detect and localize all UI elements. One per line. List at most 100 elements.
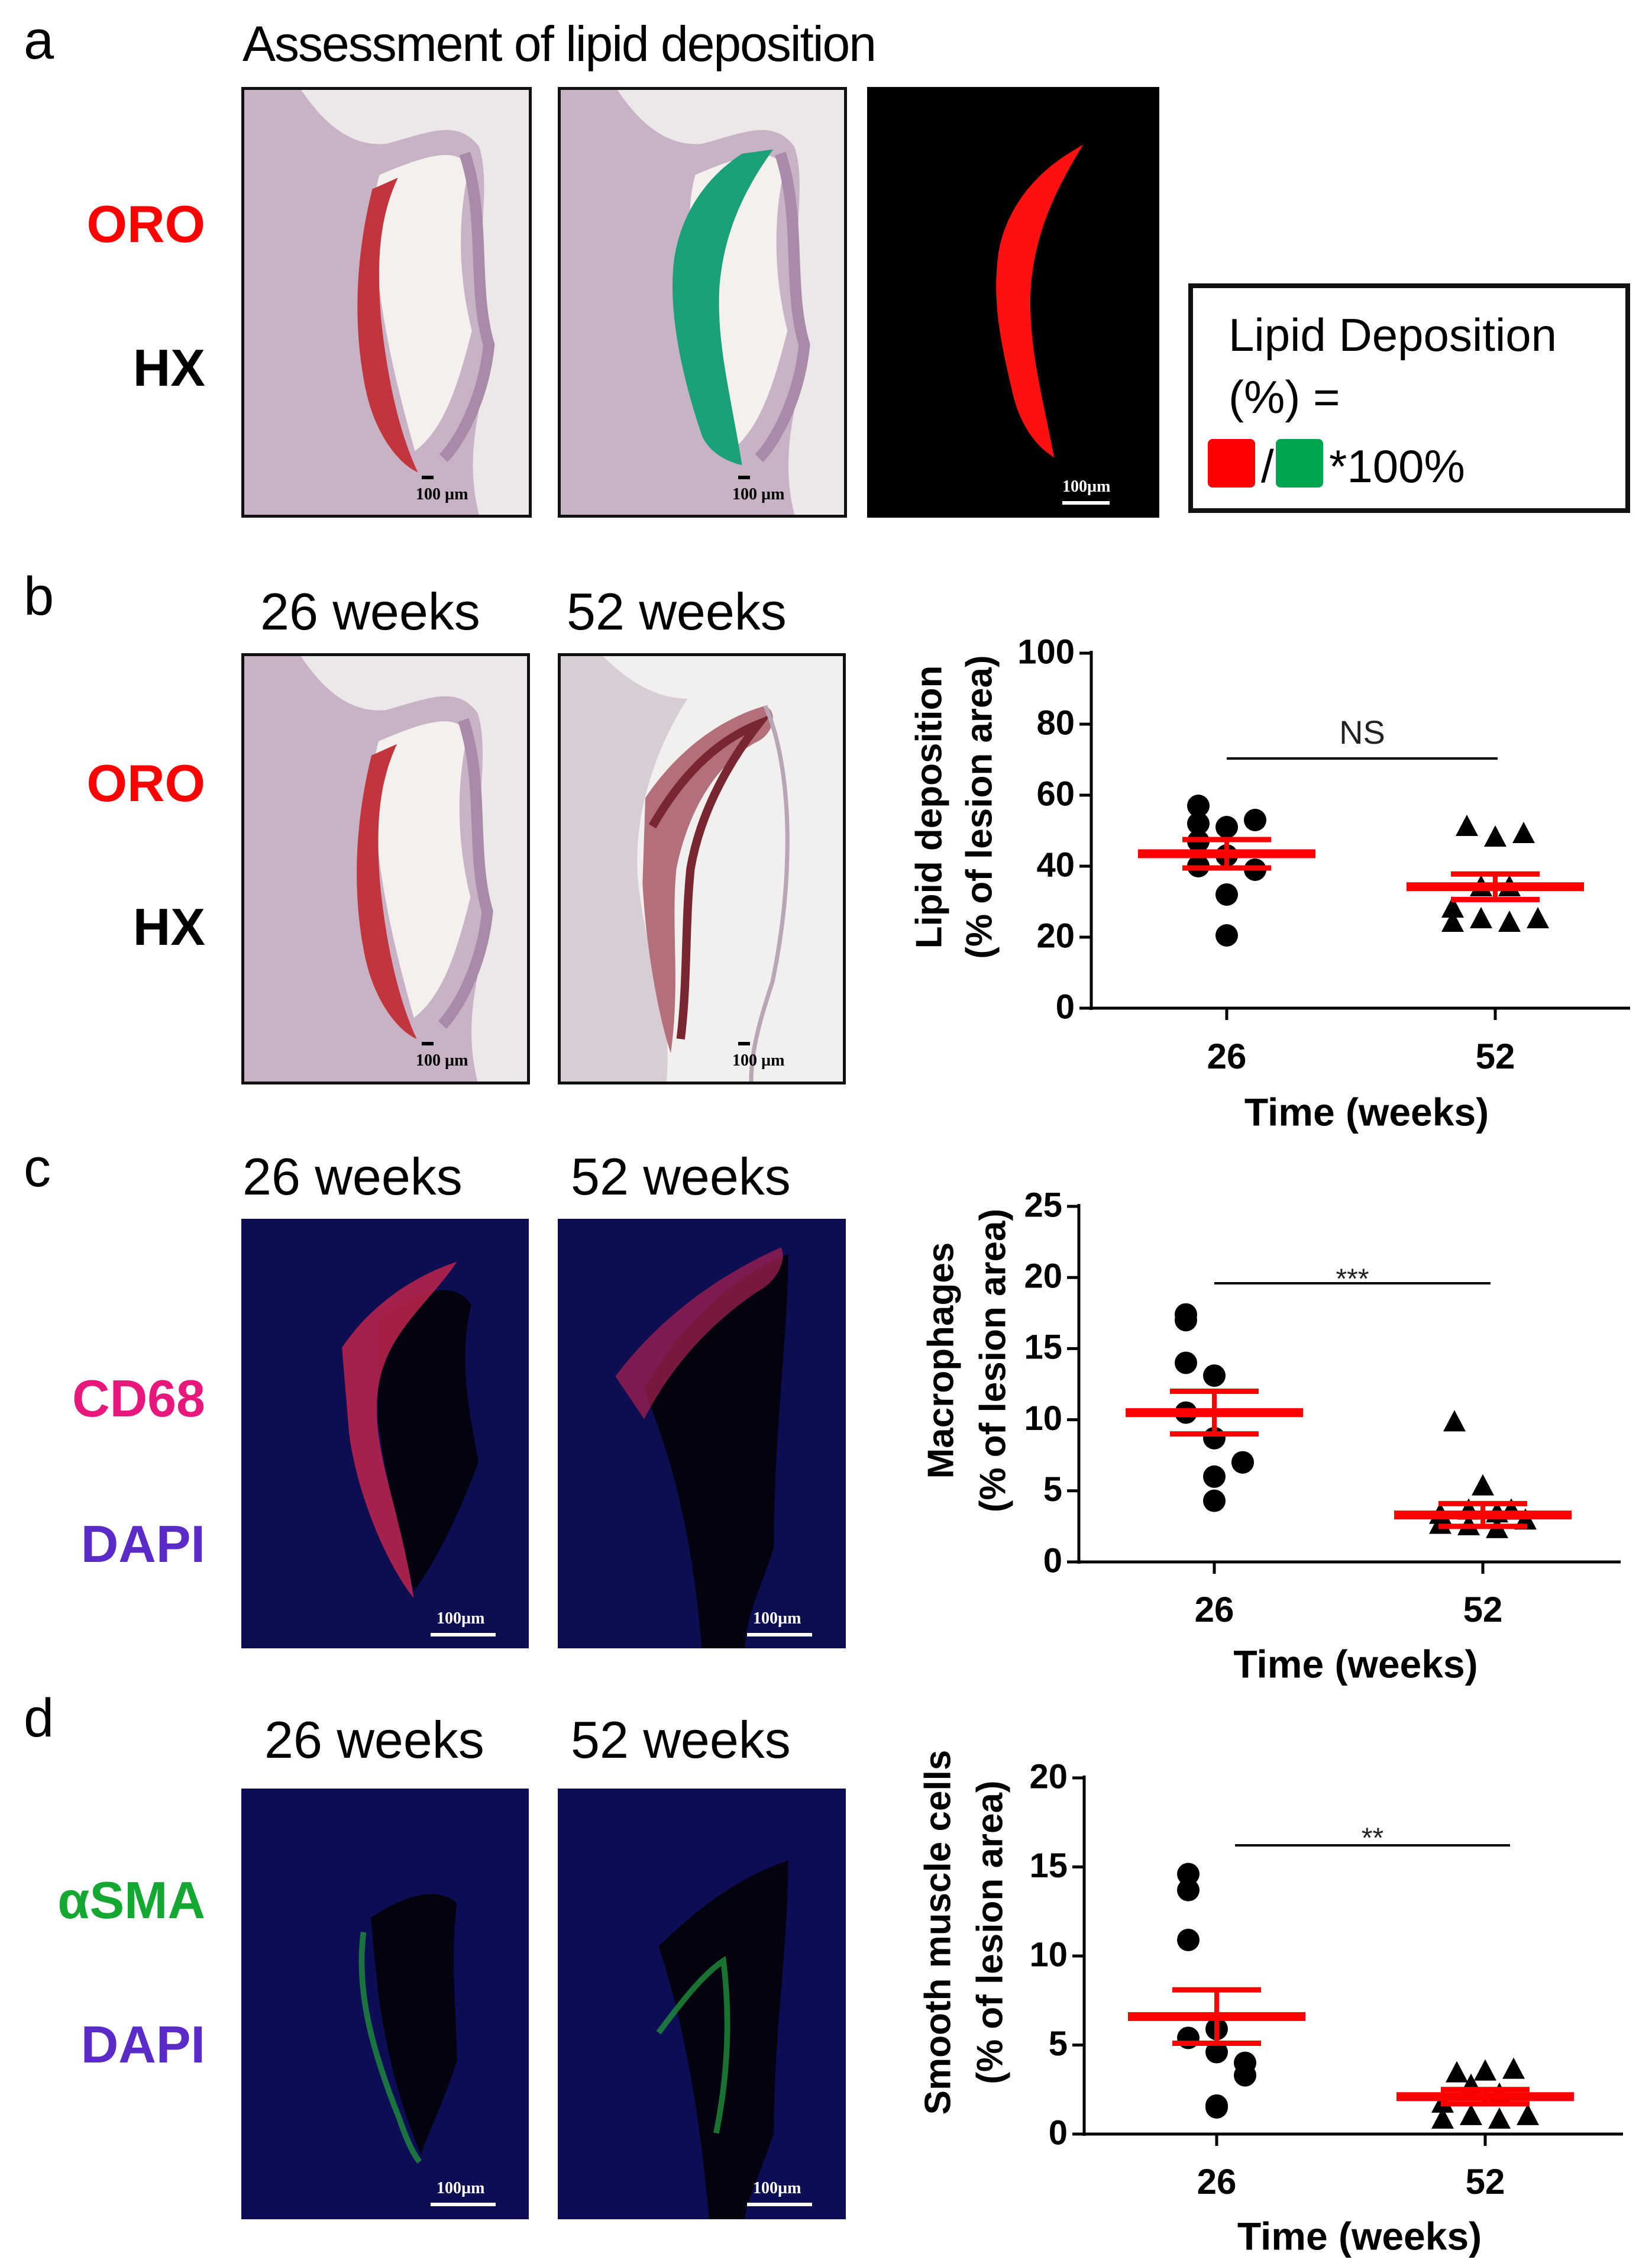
x-tick-label: 26 <box>1195 1590 1234 1629</box>
data-point-triangle <box>1484 825 1506 847</box>
data-point-circle <box>1203 1364 1226 1387</box>
formula-suffix: *100% <box>1329 440 1465 492</box>
column-label-52-weeks: 52 weeks <box>571 1710 791 1769</box>
stain-label-dapi: DAPI <box>80 1515 205 1573</box>
micrograph-oro-hx: 100 µm <box>241 87 532 518</box>
data-point-circle <box>1175 1309 1197 1332</box>
scale-bar <box>431 1633 496 1636</box>
scale-label: 100 µm <box>416 1051 468 1070</box>
micrograph-cd68-52-weeks: 100µm <box>558 1219 846 1648</box>
formula-slash: / <box>1261 440 1274 492</box>
data-point-circle <box>1205 2094 1228 2117</box>
scale-bar <box>431 2203 496 2206</box>
micrograph-lesion-area-mask: 100 µm <box>558 87 847 518</box>
scale-label: 100µm <box>437 2179 485 2197</box>
y-tick-label: 5 <box>1043 1470 1062 1509</box>
y-axis-title: Lipid deposition <box>909 666 949 949</box>
data-point-circle <box>1215 924 1238 947</box>
data-point-circle <box>1175 1351 1197 1374</box>
micrograph-asma-52-weeks: 100µm <box>558 1789 846 2219</box>
scale-bar <box>738 476 750 479</box>
formula-line-2: (%) = <box>1229 371 1340 423</box>
data-point-triangle <box>1527 907 1549 928</box>
y-axis-title: Smooth muscle cells <box>917 1750 958 2115</box>
column-label-26-weeks: 26 weeks <box>243 1147 463 1206</box>
panel-letter-d: d <box>24 1688 54 1748</box>
scale-label: 100 µm <box>732 1051 785 1070</box>
scale-bar <box>422 476 434 479</box>
data-point-circle <box>1215 883 1238 906</box>
data-point-triangle <box>1517 2103 1539 2125</box>
y-tick-label: 15 <box>1024 1328 1062 1367</box>
y-tick-label: 0 <box>1049 2113 1068 2152</box>
y-tick-label: 5 <box>1049 2025 1068 2063</box>
panel-letter-c: c <box>24 1138 51 1198</box>
data-point-triangle <box>1460 2103 1482 2125</box>
scale-bar <box>738 1042 750 1045</box>
data-point-circle <box>1203 1489 1226 1512</box>
y-tick-label: 0 <box>1043 1541 1062 1580</box>
scale-bar <box>747 2203 812 2206</box>
micrograph-oro-26-weeks: 100 µm <box>241 653 530 1084</box>
column-label-52-weeks: 52 weeks <box>567 582 787 641</box>
data-point-triangle <box>1441 911 1464 932</box>
data-point-triangle <box>1443 1410 1466 1432</box>
data-point-triangle <box>1456 815 1478 836</box>
scale-label: 100µm <box>1062 477 1111 496</box>
data-point-circle <box>1187 812 1210 835</box>
formula-line-1: Lipid Deposition <box>1229 309 1557 361</box>
stain-label-hx: HX <box>132 338 205 397</box>
data-point-triangle <box>1502 2057 1525 2079</box>
micrograph-asma-26-weeks: 100µm <box>241 1789 529 2219</box>
data-point-triangle <box>1498 911 1521 932</box>
data-point-triangle <box>1512 822 1535 843</box>
lipid-threshold-mask: 100µm <box>867 87 1159 518</box>
y-tick-label: 60 <box>1036 774 1075 813</box>
scale-bar <box>1062 501 1110 505</box>
y-tick-label: 20 <box>1024 1257 1062 1296</box>
data-point-circle <box>1177 1862 1200 1886</box>
data-point-circle <box>1177 1878 1200 1902</box>
y-tick-label: 40 <box>1036 845 1075 884</box>
y-tick-label: 25 <box>1024 1186 1062 1224</box>
panel-a-title: Assessment of lipid deposition <box>243 16 877 72</box>
y-axis-title: (% of lesion area) <box>959 655 1000 958</box>
y-tick-label: 10 <box>1029 1935 1068 1974</box>
scale-label: 100µm <box>753 1609 801 1628</box>
data-point-circle <box>1244 809 1266 831</box>
data-point-triangle <box>1441 896 1464 918</box>
data-point-circle <box>1205 2041 1228 2064</box>
x-axis-title: Time (weeks) <box>1237 2214 1482 2258</box>
scale-label: 100 µm <box>416 485 468 503</box>
stain-label-asma: αSMA <box>57 1871 205 1929</box>
data-point-circle <box>1177 1928 1200 1951</box>
data-point-circle <box>1234 2064 1256 2087</box>
column-label-26-weeks: 26 weeks <box>260 582 480 641</box>
x-tick-label: 26 <box>1207 1037 1247 1076</box>
stain-label-hx: HX <box>132 898 205 956</box>
y-tick-label: 15 <box>1029 1847 1068 1885</box>
scale-bar <box>747 1633 812 1636</box>
x-tick-label: 52 <box>1476 1037 1515 1076</box>
x-tick-label: 26 <box>1197 2162 1237 2202</box>
micrograph-oro-52-weeks: 100 µm <box>558 653 846 1084</box>
scale-label: 100 µm <box>732 485 785 503</box>
scale-label: 100µm <box>753 2179 801 2197</box>
green-swatch-icon <box>1276 439 1323 488</box>
data-point-circle <box>1187 795 1210 817</box>
data-point-triangle <box>1431 2107 1454 2129</box>
stain-label-cd68: CD68 <box>72 1369 205 1428</box>
stain-label-oro: ORO <box>86 754 205 812</box>
scale-label: 100µm <box>437 1609 485 1628</box>
data-point-circle <box>1231 1451 1254 1474</box>
stain-label-dapi: DAPI <box>80 2015 205 2074</box>
y-tick-label: 20 <box>1036 916 1075 955</box>
data-point-triangle <box>1474 2059 1496 2081</box>
y-tick-label: 0 <box>1056 987 1075 1026</box>
significance-label: *** <box>1336 1264 1369 1295</box>
y-tick-label: 80 <box>1036 703 1075 742</box>
y-axis-title: (% of lesion area) <box>969 1780 1010 2084</box>
data-point-triangle <box>1446 2061 1468 2083</box>
y-tick-label: 100 <box>1017 632 1075 671</box>
